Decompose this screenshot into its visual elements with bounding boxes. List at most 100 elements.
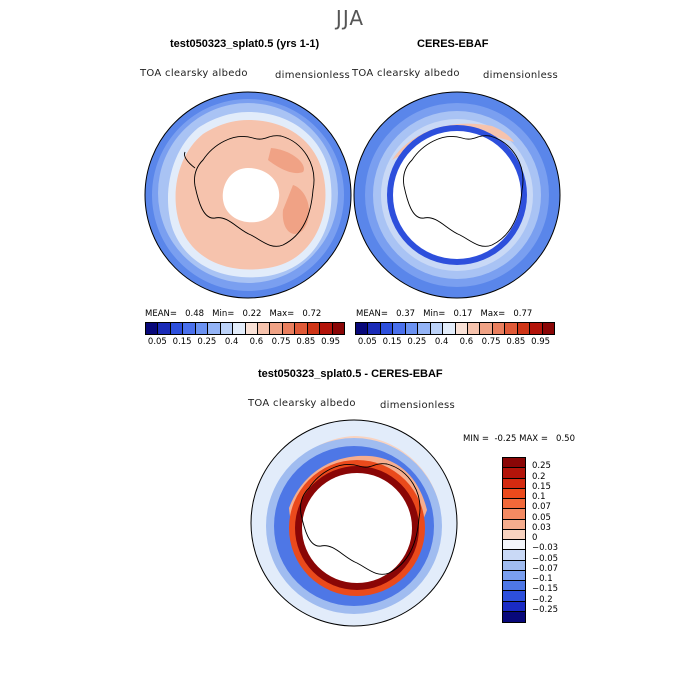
model-variable-label: TOA clearsky albedo	[140, 68, 248, 79]
model-colorbar-swatch	[295, 323, 308, 334]
model-colorbar-label: 0.6	[249, 337, 264, 347]
diff-units-label: dimensionless	[380, 400, 456, 411]
obs-colorbar-label: 0.15	[382, 337, 402, 347]
model-colorbar-swatch	[183, 323, 196, 334]
model-units-label: dimensionless	[275, 70, 351, 81]
model-colorbar-swatch	[257, 323, 271, 334]
model-mean-label: MEAN=	[145, 309, 177, 319]
diff-panel-title: test050323_splat0.5 - CERES-EBAF	[258, 368, 443, 380]
model-colorbar-label: 0.4	[224, 337, 239, 347]
diff-colorbar-labels: 0.25 0.2 0.15 0.1 0.07 0.05 0.03 0 −0.03 −0.05 −0.…	[532, 457, 592, 621]
diff-colorbar-label: −0.1	[532, 574, 553, 584]
diff-colorbar-swatch	[503, 509, 525, 520]
diff-colorbar-swatch	[503, 570, 525, 581]
obs-colorbar-swatch	[505, 323, 518, 334]
obs-stats: MEAN= 0.37 Min= 0.17 Max= 0.77	[356, 309, 532, 319]
model-max-label: Max=	[269, 309, 295, 319]
obs-polar-map	[353, 91, 561, 299]
diff-colorbar-label: 0.07	[532, 502, 551, 513]
diff-colorbar-label: −0.15	[532, 584, 559, 595]
obs-mean-value: 0.37	[396, 309, 416, 319]
diff-min-value: -0.25	[494, 434, 517, 444]
diff-colorbar-swatch	[503, 468, 525, 479]
model-colorbar-swatch	[146, 323, 159, 334]
obs-colorbar-label: 0.75	[481, 337, 501, 347]
model-colorbar-swatch	[332, 323, 344, 334]
diff-colorbar	[502, 457, 526, 623]
obs-colorbar-swatch	[443, 323, 456, 334]
model-colorbar-swatch	[307, 323, 321, 334]
model-colorbar-swatch	[220, 323, 234, 334]
obs-colorbar-label: 0.6	[459, 337, 474, 347]
diff-colorbar-swatch	[503, 458, 525, 469]
obs-colorbar-label: 0.05	[357, 337, 377, 347]
model-colorbar-swatch	[282, 323, 296, 334]
diff-colorbar-label: 0.03	[532, 522, 551, 533]
model-colorbar-labels: 0.05 0.15 0.25 0.4 0.6 0.75 0.85 0.95	[145, 337, 343, 347]
obs-colorbar-swatch	[418, 323, 431, 334]
obs-colorbar-label: 0.95	[531, 337, 551, 347]
obs-colorbar-swatch	[455, 323, 468, 334]
obs-variable-label: TOA clearsky albedo	[352, 68, 460, 79]
diff-max-value: 0.50	[556, 434, 575, 444]
obs-colorbar-label: 0.25	[407, 337, 427, 347]
obs-min-label: Min=	[423, 309, 446, 319]
obs-colorbar-swatch	[530, 323, 543, 334]
diff-colorbar-swatch	[503, 611, 525, 622]
model-colorbar-swatch	[170, 323, 184, 334]
diff-colorbar-label: 0.25	[532, 461, 551, 472]
diff-colorbar-label: 0	[532, 533, 538, 543]
obs-max-value: 0.77	[513, 309, 533, 319]
model-colorbar	[145, 322, 345, 335]
model-panel-title: test050323_splat0.5 (yrs 1-1)	[170, 38, 320, 50]
page-title: JJA	[335, 6, 365, 30]
diff-colorbar-label: −0.03	[532, 543, 559, 554]
model-colorbar-label: 0.25	[197, 337, 217, 347]
model-colorbar-label: 0.05	[147, 337, 167, 347]
model-colorbar-swatch	[158, 323, 171, 334]
obs-min-value: 0.17	[453, 309, 473, 319]
model-colorbar-label: 0.85	[296, 337, 316, 347]
diff-colorbar-label: 0.2	[532, 471, 546, 482]
model-mean-value: 0.48	[185, 309, 205, 319]
diff-colorbar-swatch	[503, 581, 525, 592]
obs-colorbar-swatch	[467, 323, 481, 334]
diff-max-label: MAX =	[519, 434, 548, 444]
model-colorbar-label: 0.95	[321, 337, 341, 347]
obs-colorbar	[355, 322, 555, 335]
diff-colorbar-swatch	[503, 560, 525, 571]
diff-colorbar-swatch	[503, 488, 525, 499]
model-max-value: 0.72	[302, 309, 322, 319]
obs-max-label: Max=	[480, 309, 506, 319]
obs-colorbar-swatch	[542, 323, 554, 334]
diff-colorbar-label: −0.05	[532, 553, 559, 564]
diff-stats: MIN = -0.25 MAX = 0.50	[463, 434, 575, 444]
diff-colorbar-swatch	[503, 601, 525, 612]
diff-polar-map	[250, 419, 458, 627]
obs-colorbar-swatch	[517, 323, 531, 334]
diff-colorbar-label: 0.15	[532, 481, 551, 492]
model-colorbar-swatch	[233, 323, 246, 334]
diff-colorbar-swatch	[503, 519, 525, 530]
diff-colorbar-label: 0.05	[532, 512, 551, 523]
model-colorbar-label: 0.75	[271, 337, 291, 347]
obs-units-label: dimensionless	[483, 70, 559, 81]
obs-colorbar-swatch	[393, 323, 406, 334]
model-colorbar-swatch	[320, 323, 333, 334]
diff-variable-label: TOA clearsky albedo	[248, 398, 356, 409]
diff-colorbar-label: 0.1	[532, 492, 546, 502]
diff-colorbar-swatch	[503, 540, 525, 551]
diff-colorbar-swatch	[503, 529, 525, 540]
obs-colorbar-swatch	[480, 323, 493, 334]
diff-colorbar-label: −0.25	[532, 604, 559, 615]
obs-colorbar-swatch	[405, 323, 419, 334]
obs-colorbar-swatch	[356, 323, 369, 334]
obs-colorbar-swatch	[492, 323, 506, 334]
obs-colorbar-labels: 0.05 0.15 0.25 0.4 0.6 0.75 0.85 0.95	[355, 337, 553, 347]
diff-min-label: MIN =	[463, 434, 490, 444]
model-colorbar-swatch	[208, 323, 221, 334]
obs-colorbar-swatch	[430, 323, 444, 334]
diff-colorbar-label: −0.2	[532, 594, 553, 605]
obs-colorbar-label: 0.4	[434, 337, 449, 347]
model-colorbar-swatch	[195, 323, 209, 334]
